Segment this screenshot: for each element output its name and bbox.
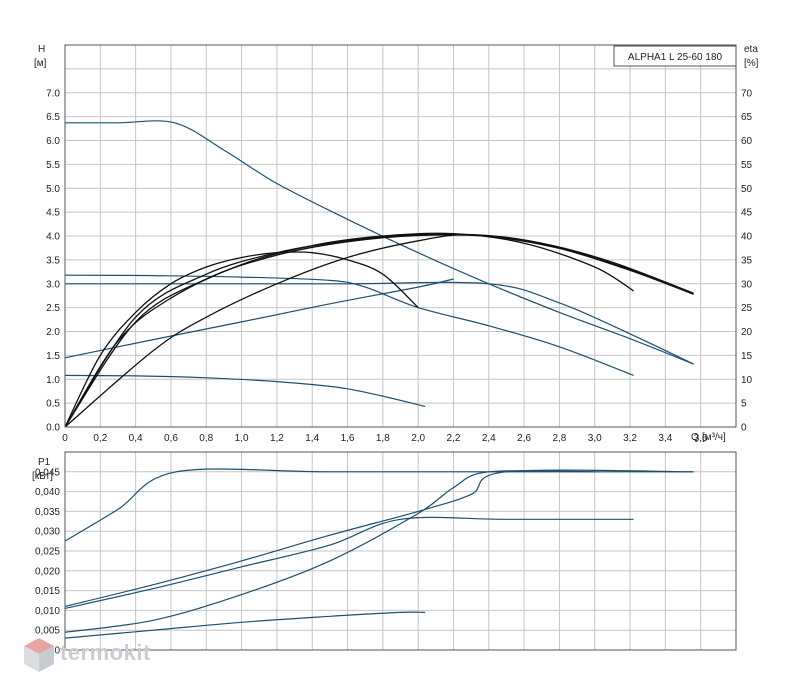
power-frame-rect bbox=[64, 451, 737, 651]
x-tick-label: 0,2 bbox=[93, 433, 107, 444]
eta-tick-label: 15 bbox=[741, 351, 753, 362]
flow-axis-unit: [м³/ч] bbox=[702, 432, 726, 443]
head-axis-unit: [м] bbox=[34, 58, 47, 69]
power-tick-label: 0,040 bbox=[35, 487, 60, 498]
head-tick-label: 2.0 bbox=[46, 327, 60, 338]
termokit-watermark: termokit bbox=[22, 636, 182, 676]
power-curve-4 bbox=[64, 611, 426, 639]
head-tick-label: 6.5 bbox=[46, 112, 60, 123]
eta-tick-label: 10 bbox=[741, 375, 753, 386]
power-tick-label: 0,010 bbox=[35, 606, 60, 617]
eta-axis-label: eta bbox=[744, 44, 758, 55]
eta-curve-6 bbox=[64, 232, 634, 428]
x-tick-label: 2,2 bbox=[447, 433, 461, 444]
head-tick-label: 2.5 bbox=[46, 303, 60, 314]
eta-tick-label: 65 bbox=[741, 112, 753, 123]
head-panel-frame bbox=[64, 44, 737, 428]
head-tick-label: 4.0 bbox=[46, 232, 60, 243]
head-curve-4 bbox=[64, 374, 426, 408]
power-tick-label: 0,045 bbox=[35, 467, 60, 478]
eta-tick-label: 60 bbox=[741, 136, 753, 147]
head-tick-label: 5.5 bbox=[46, 160, 60, 171]
power-series bbox=[64, 468, 694, 639]
head-curve-1 bbox=[64, 274, 634, 376]
x-tick-label: 1,6 bbox=[341, 433, 355, 444]
eta-curve-7 bbox=[64, 233, 694, 428]
head-tick-label: 0.5 bbox=[46, 399, 60, 410]
power-tick-label: 0,025 bbox=[35, 547, 60, 558]
x-tick-label: 3,0 bbox=[588, 433, 602, 444]
eta-tick-label: 0 bbox=[741, 423, 747, 434]
head-tick-label: 3.5 bbox=[46, 255, 60, 266]
power-axis-unit: [кВт] bbox=[32, 471, 53, 482]
cube-logo-icon bbox=[24, 638, 54, 672]
power-curve-0 bbox=[64, 468, 694, 542]
x-tick-label: 0,8 bbox=[199, 433, 213, 444]
head-tick-label: 6.0 bbox=[46, 136, 60, 147]
eta-tick-label: 5 bbox=[741, 399, 747, 410]
eta-tick-label: 45 bbox=[741, 208, 753, 219]
eta-tick-label: 70 bbox=[741, 88, 753, 99]
eta-axis-unit: [%] bbox=[744, 58, 759, 69]
x-tick-label: 2,6 bbox=[517, 433, 531, 444]
head-axis-label: H bbox=[38, 44, 45, 55]
eta-tick-label: 30 bbox=[741, 279, 753, 290]
power-panel-frame bbox=[64, 451, 737, 651]
head-frame-rect bbox=[64, 44, 737, 428]
x-tick-label: 2,8 bbox=[552, 433, 566, 444]
head-tick-label: 7.0 bbox=[46, 88, 60, 99]
x-tick-label: 1,2 bbox=[270, 433, 284, 444]
eta-tick-label: 40 bbox=[741, 232, 753, 243]
x-tick-label: 3,2 bbox=[623, 433, 637, 444]
x-tick-label: 0,4 bbox=[129, 433, 143, 444]
power-tick-label: 0,005 bbox=[35, 626, 60, 637]
power-tick-label: 0 bbox=[54, 646, 60, 657]
x-tick-label: 1,4 bbox=[305, 433, 319, 444]
x-tick-label: 1,8 bbox=[376, 433, 390, 444]
eta-tick-label: 55 bbox=[741, 160, 753, 171]
power-tick-label: 0,020 bbox=[35, 566, 60, 577]
eta-tick-label: 20 bbox=[741, 327, 753, 338]
model-legend-text: ALPHA1 L 25-60 180 bbox=[628, 52, 723, 63]
head-tick-label: 5.0 bbox=[46, 184, 60, 195]
head-curve-3 bbox=[64, 278, 454, 359]
head-curve-0 bbox=[64, 120, 694, 365]
x-tick-label: 1,0 bbox=[235, 433, 249, 444]
x-tick-label: 2,0 bbox=[411, 433, 425, 444]
power-tick-label: 0,030 bbox=[35, 527, 60, 538]
eta-tick-label: 25 bbox=[741, 303, 753, 314]
watermark-text: termokit bbox=[60, 640, 151, 665]
head-tick-label: 1.5 bbox=[46, 351, 60, 362]
power-axis-label: P1 bbox=[38, 457, 51, 468]
power-grid bbox=[64, 451, 737, 651]
head-tick-label: 1.0 bbox=[46, 375, 60, 386]
x-tick-label: 3,6 bbox=[694, 433, 708, 444]
head-curve-2 bbox=[65, 281, 694, 365]
tick-labels: 0 0,2 0,4 0,6 0,8 1,0 1,2 1,4 1,6 1,8 2,0 2,2 2,4 2,6… bbox=[35, 88, 753, 656]
flow-axis-label: Q bbox=[691, 432, 699, 443]
head-tick-label: 3.0 bbox=[46, 279, 60, 290]
power-tick-label: 0,035 bbox=[35, 507, 60, 518]
x-tick-label: 0,6 bbox=[164, 433, 178, 444]
x-tick-label: 2,4 bbox=[482, 433, 496, 444]
model-legend-box bbox=[613, 45, 737, 67]
head-tick-label: 4.5 bbox=[46, 208, 60, 219]
eta-curve-5 bbox=[64, 251, 419, 428]
power-curve-1 bbox=[64, 516, 634, 609]
eta-curve-9 bbox=[64, 233, 694, 428]
eta-tick-label: 35 bbox=[741, 255, 753, 266]
power-curve-3 bbox=[64, 470, 595, 633]
head-eta-series bbox=[64, 120, 694, 428]
eta-curve-8 bbox=[64, 234, 694, 428]
head-tick-label: 0.0 bbox=[46, 423, 60, 434]
power-curve-2 bbox=[64, 469, 694, 607]
x-tick-label: 0 bbox=[62, 433, 68, 444]
x-tick-label: 3,4 bbox=[658, 433, 672, 444]
power-tick-label: 0,015 bbox=[35, 586, 60, 597]
eta-tick-label: 50 bbox=[741, 184, 753, 195]
